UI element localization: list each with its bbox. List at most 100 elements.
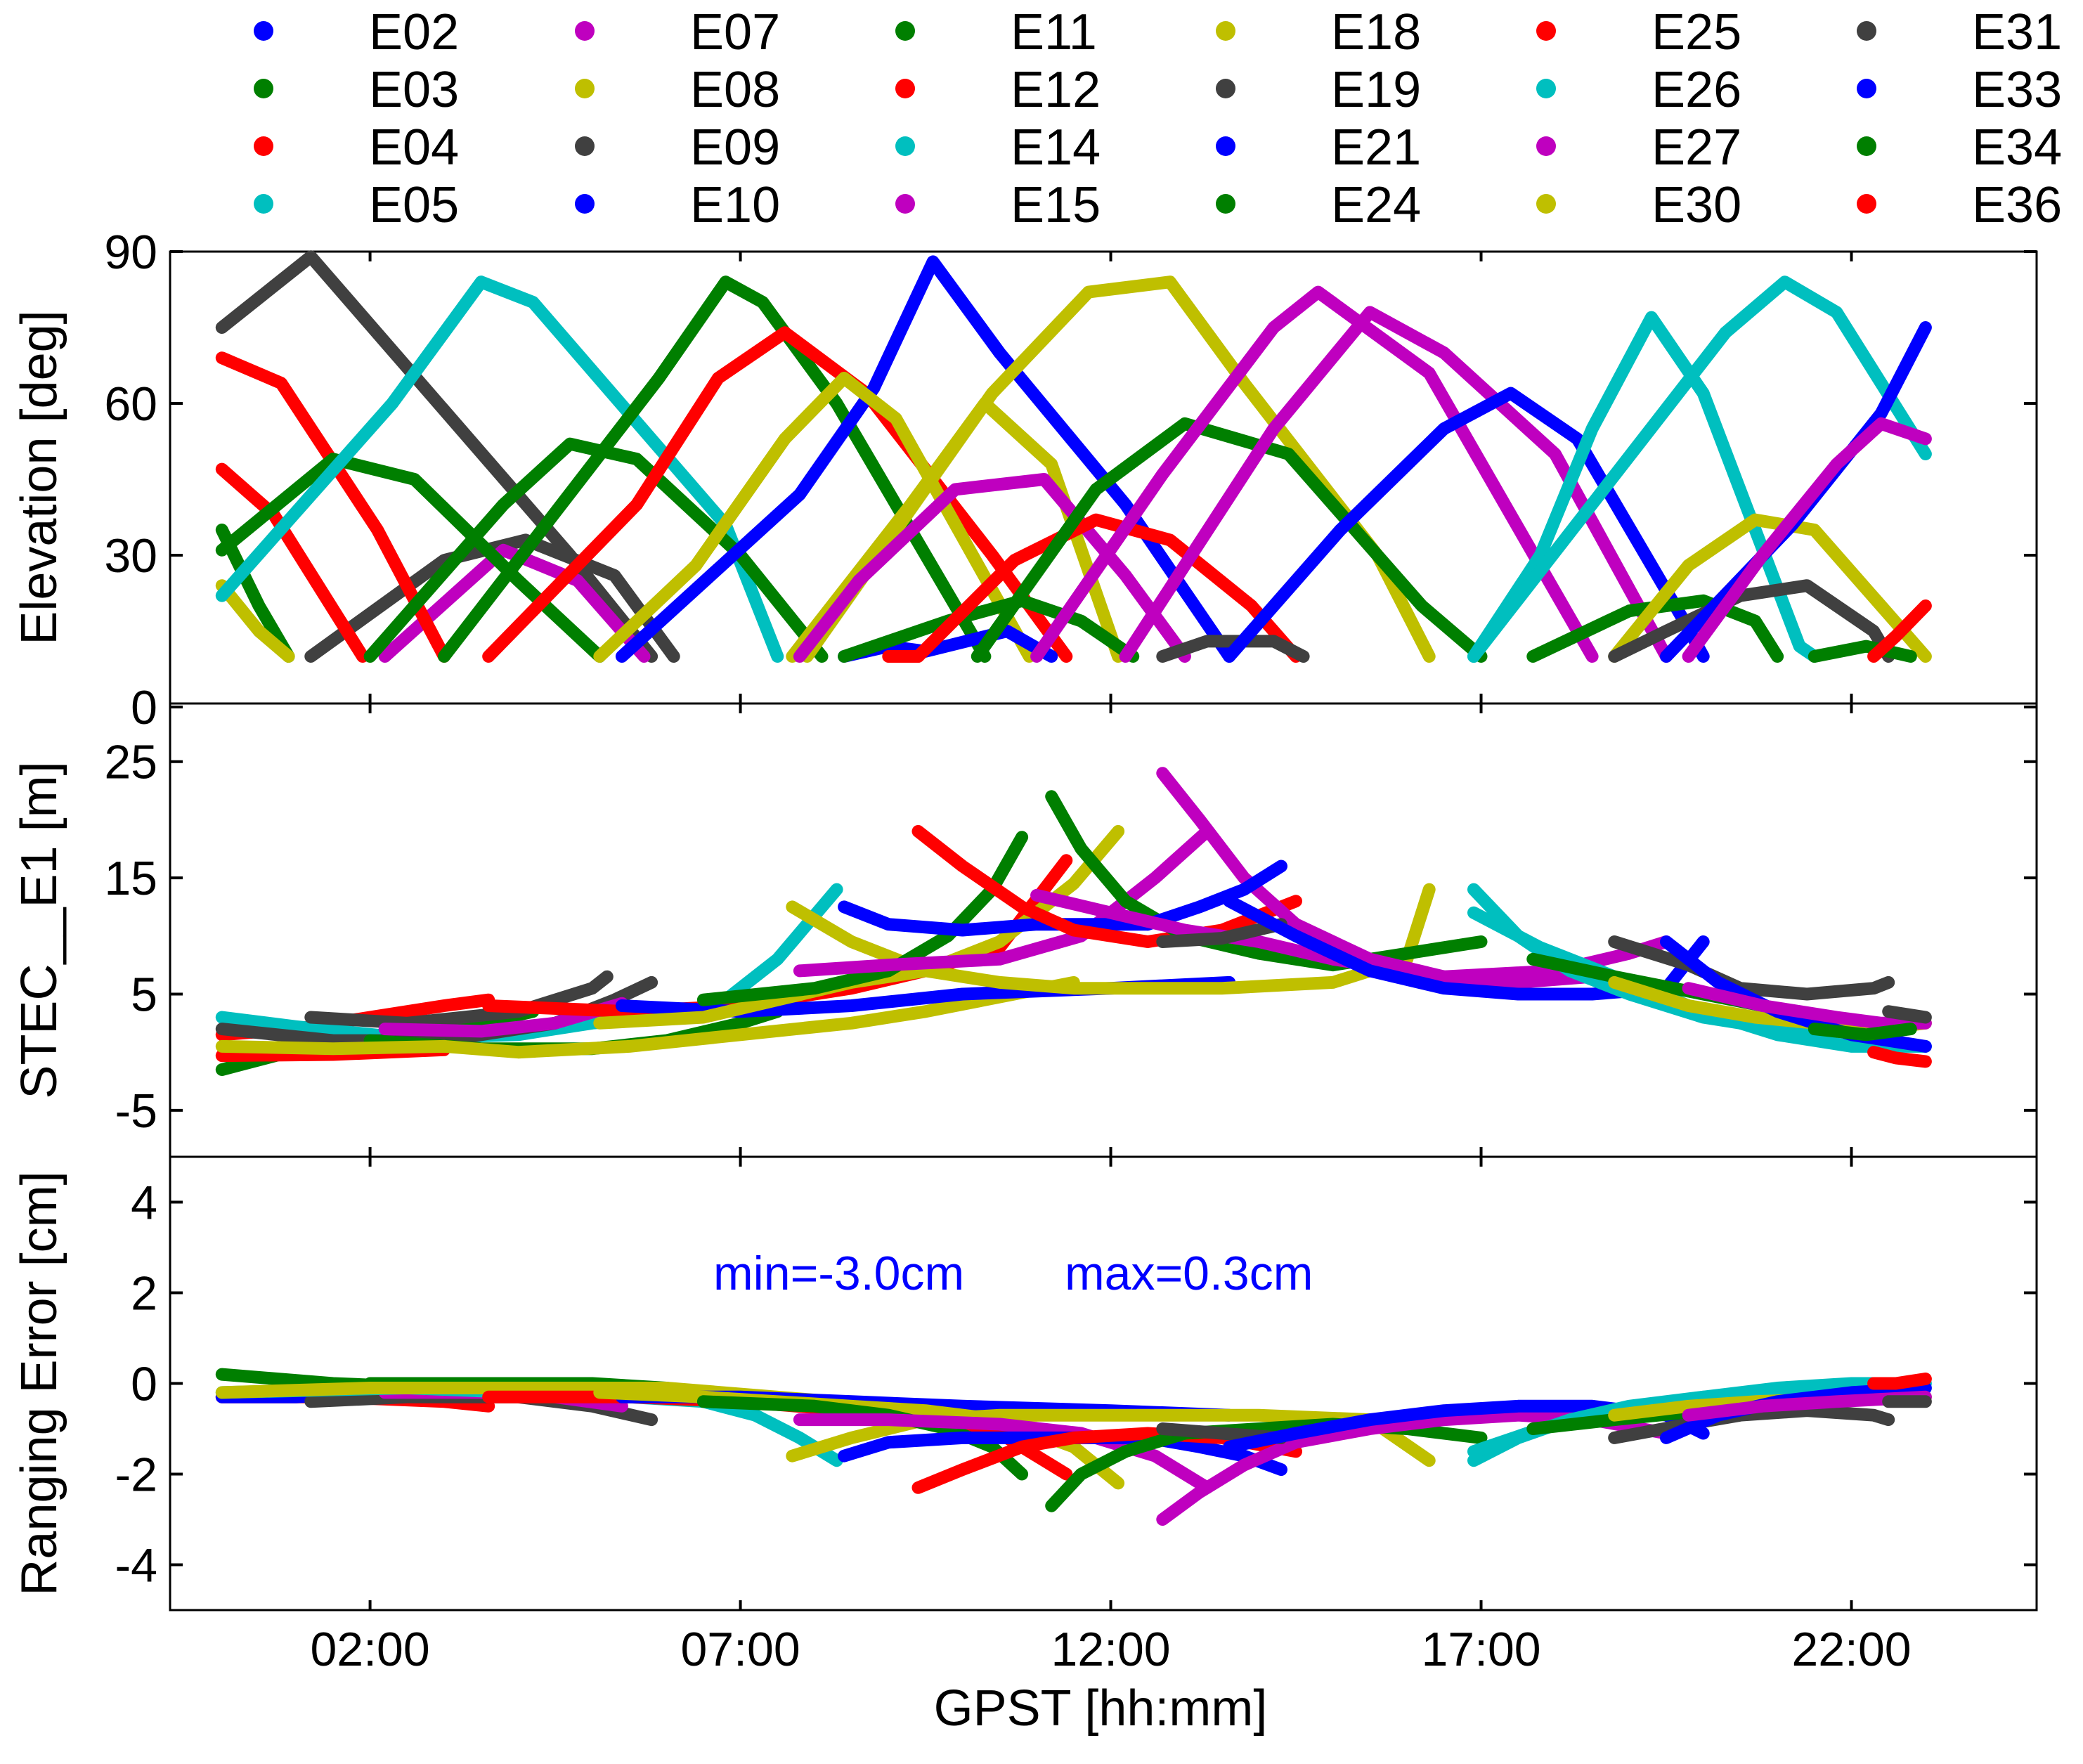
elevation-series-line-30 [1608, 579, 1895, 663]
x-tick-label-2200: 22:00 [1791, 1623, 1911, 1676]
elevation-series-line-25 [1223, 387, 1710, 663]
legend-marker-e11 [895, 21, 915, 41]
legend-label-e10: E10 [690, 177, 780, 233]
legend-label-e18: E18 [1331, 4, 1421, 60]
stec-y-tick-label: -5 [115, 1084, 157, 1138]
legend-marker-e31 [1857, 21, 1876, 41]
legend-marker-e04 [254, 136, 273, 156]
stec-series-line-18 [1156, 767, 1599, 989]
legend-label-e08: E08 [690, 62, 780, 118]
ranging-error-panel: min=-3.0cm max=0.3cm -4 -2 0 2 4 Ranging Erro… [11, 1155, 2038, 1611]
elevation-y-tick-label: 30 [104, 529, 157, 583]
legend-label-e04: E04 [369, 119, 459, 176]
elevation-series-line-33 [1808, 640, 1917, 663]
stec-series-group [215, 767, 1932, 1076]
max-annotation: max=0.3cm [1065, 1247, 1313, 1300]
elevation-series-line-7 [215, 579, 295, 663]
stec-series-line-19 [1141, 860, 1287, 931]
legend-label-e02: E02 [369, 4, 459, 60]
legend: E02E03E04E05E07E08E09E10E11E12E14E15E18E… [254, 4, 2062, 233]
elevation-panel: 0 30 60 90 Elevation [deg] [11, 226, 2038, 734]
elevation-series-line-5 [215, 524, 295, 663]
legend-label-e27: E27 [1652, 119, 1741, 176]
legend-marker-e26 [1536, 79, 1556, 98]
stec-series-line-27 [1608, 935, 1895, 1001]
ranging-y-axis-title: Ranging Error [cm] [11, 1171, 67, 1595]
elevation-series-line-13 [593, 372, 1036, 663]
stec-series-line-31 [1882, 1005, 1932, 1024]
ranging-series-line-24 [1608, 1404, 1895, 1444]
legend-label-e15: E15 [1011, 177, 1101, 233]
legend-label-e19: E19 [1331, 62, 1421, 118]
legend-label-e12: E12 [1011, 62, 1101, 118]
elevation-series-line-12 [615, 255, 1236, 663]
x-tick-label-1200: 12:00 [1051, 1623, 1170, 1676]
ranging-y-tick-label: 0 [131, 1358, 157, 1411]
legend-label-e09: E09 [690, 119, 780, 176]
stec-panel: -5 5 15 25 STEC__E1 [m] [11, 702, 2038, 1158]
elevation-series-group [215, 250, 1932, 663]
x-axis-title: GPST [hh:mm] [934, 1680, 1268, 1737]
legend-marker-e27 [1536, 136, 1556, 156]
ranging-y-tick-label: -2 [115, 1448, 157, 1502]
stec-series-line-29 [1682, 982, 1932, 1030]
stec-series-line-21 [1156, 918, 1287, 948]
legend-label-e05: E05 [369, 177, 459, 233]
legend-marker-e18 [1216, 21, 1235, 41]
legend-marker-e34 [1857, 136, 1876, 156]
legend-marker-e30 [1536, 194, 1556, 214]
legend-marker-e15 [895, 194, 915, 214]
legend-marker-e19 [1216, 79, 1235, 98]
elevation-y-tick-label: 0 [131, 681, 157, 734]
legend-label-e11: E11 [1011, 4, 1097, 60]
elevation-series-line-0 [215, 250, 658, 663]
legend-label-e36: E36 [1972, 177, 2062, 233]
legend-label-e26: E26 [1652, 62, 1741, 118]
legend-label-e14: E14 [1011, 119, 1101, 176]
legend-marker-e24 [1216, 194, 1235, 214]
elevation-series-line-27 [1467, 275, 1932, 663]
ranging-series-line-13 [793, 1413, 1214, 1494]
legend-marker-e09 [575, 136, 595, 156]
stec-series-line-30 [1808, 1023, 1917, 1042]
stec-series-line-8 [215, 975, 1080, 1059]
legend-marker-e36 [1857, 194, 1876, 214]
ranging-series-line-26 [1682, 1390, 1932, 1422]
legend-label-e24: E24 [1331, 177, 1421, 233]
x-tick-label-0200: 02:00 [310, 1623, 429, 1676]
legend-label-e25: E25 [1652, 4, 1741, 60]
elevation-y-tick-label: 60 [104, 377, 157, 431]
legend-marker-e21 [1216, 136, 1235, 156]
stec-series-line-17 [1045, 790, 1488, 972]
legend-label-e33: E33 [1972, 62, 2062, 118]
x-axis: GPST [hh:mm] 02:00 07:00 12:00 17:00 22:00 [310, 1623, 1911, 1737]
x-tick-label-0700: 07:00 [680, 1623, 800, 1676]
elevation-series-line-2 [378, 543, 651, 663]
x-tick-label-1700: 17:00 [1421, 1623, 1540, 1676]
legend-label-e34: E34 [1972, 119, 2062, 176]
legend-marker-e05 [254, 194, 273, 214]
legend-marker-e02 [254, 21, 273, 41]
elevation-series-line-10 [438, 275, 992, 663]
legend-marker-e07 [575, 21, 595, 41]
ranging-y-tick-label: 4 [131, 1176, 157, 1230]
elevation-series-line-1 [304, 533, 680, 663]
stec-y-tick-label: 5 [131, 968, 157, 1021]
legend-marker-e12 [895, 79, 915, 98]
legend-marker-e33 [1857, 79, 1876, 98]
legend-label-e21: E21 [1331, 119, 1421, 176]
legend-marker-e14 [895, 136, 915, 156]
stec-y-axis-title: STEC__E1 [m] [11, 761, 67, 1098]
elevation-series-line-11 [482, 326, 1073, 663]
legend-label-e30: E30 [1652, 177, 1741, 233]
stec-series-line-14 [793, 824, 1214, 978]
elevation-series-line-21 [971, 417, 1488, 663]
legend-label-e07: E07 [690, 4, 780, 60]
elevation-series-line-34 [1867, 599, 1932, 663]
ranging-series-line-28 [1867, 1373, 1932, 1390]
ranging-y-tick-label: 2 [131, 1267, 157, 1321]
legend-marker-e08 [575, 79, 595, 98]
elevation-y-tick-label: 90 [104, 226, 157, 279]
elevation-series-line-16 [793, 473, 1191, 663]
